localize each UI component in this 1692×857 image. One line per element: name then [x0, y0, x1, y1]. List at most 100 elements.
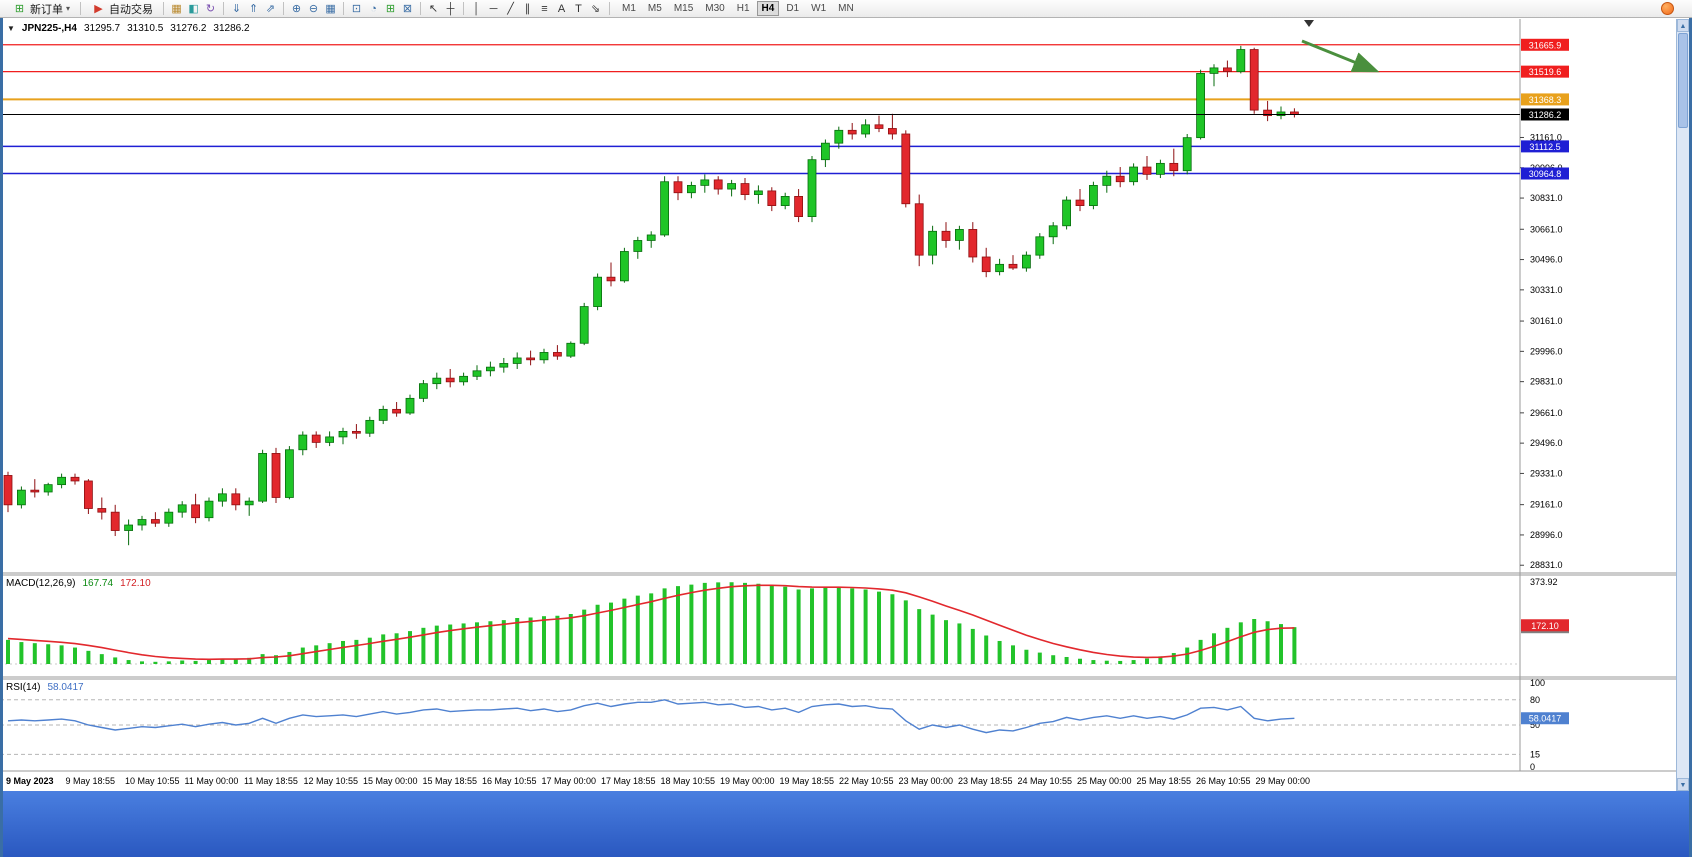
toolbar-separator: [609, 2, 611, 15]
timeframe-d1[interactable]: D1: [786, 3, 800, 14]
trend-mode-icon[interactable]: ⇗: [265, 2, 276, 15]
time-axis-label: 22 May 10:55: [839, 776, 894, 786]
timeframe-mn[interactable]: MN: [838, 3, 854, 14]
window-border-left: [0, 0, 3, 857]
timeframe-w1[interactable]: W1: [811, 3, 827, 14]
tile-windows-icon[interactable]: ▦: [325, 2, 336, 15]
scrollbar-thumb[interactable]: [1678, 33, 1688, 128]
vertical-scrollbar[interactable]: ▲ ▼: [1676, 19, 1689, 791]
autotrading-label: 自动交易: [109, 3, 154, 16]
time-axis-label: 29 May 00:00: [1255, 776, 1311, 786]
crosshair-icon[interactable]: ┼: [446, 2, 455, 15]
bottom-bar: [0, 791, 1692, 857]
text-label-icon[interactable]: T: [575, 2, 582, 15]
time-axis-label: 25 May 00:00: [1077, 776, 1132, 786]
time-axis[interactable]: 9 May 2023 9 May 18:55 10 May 10:55 11 May …: [0, 772, 1520, 791]
new-order-button[interactable]: ⊞ 新订单 ▾: [8, 1, 74, 17]
autotrading-button[interactable]: ▶ 自动交易: [87, 1, 157, 17]
svg-text:30661.0: 30661.0: [1530, 224, 1563, 234]
zoom-out-icon[interactable]: ⊖: [308, 2, 319, 15]
svg-text:15: 15: [1530, 749, 1540, 759]
text-icon[interactable]: A: [557, 2, 566, 15]
notification-icon[interactable]: [1661, 2, 1674, 15]
arrows-tool-icon[interactable]: ⇘: [590, 2, 601, 15]
svg-text:30831.0: 30831.0: [1530, 193, 1563, 203]
svg-text:29496.0: 29496.0: [1530, 438, 1563, 448]
time-axis-label: 11 May 18:55: [244, 776, 298, 786]
toolbar-separator: [80, 2, 82, 15]
macd-name: MACD(12,26,9): [6, 578, 76, 589]
chevron-down-icon: ▾: [66, 4, 71, 13]
horizontal-line-icon[interactable]: ─: [489, 2, 498, 15]
timeframe-m1[interactable]: M1: [622, 3, 636, 14]
svg-text:29831.0: 29831.0: [1530, 377, 1563, 387]
time-axis-label: 15 May 00:00: [363, 776, 418, 786]
toolbar: ⊞ 新订单 ▾ ▶ 自动交易 ▦ ◧ ↻ ⇓ ⇑ ⇗ ⊕ ⊖ ▦ ⊡ ◔ ⊞ ⊠ ↖ ┼ │ ─ ╱ ∥ ≡ A T ⇘ M…: [0, 0, 1692, 18]
svg-text:30964.8: 30964.8: [1529, 169, 1562, 179]
fibonacci-icon[interactable]: ≡: [541, 2, 548, 15]
vertical-line-icon[interactable]: │: [473, 2, 480, 15]
time-axis-label: 9 May 18:55: [65, 776, 116, 786]
macd-label: MACD(12,26,9) 167.74 172.10: [6, 578, 151, 589]
trendline-icon[interactable]: ╱: [507, 2, 514, 15]
toolbar-separator: [283, 2, 285, 15]
svg-text:31286.2: 31286.2: [1529, 110, 1562, 120]
new-order-label: 新订单: [30, 3, 63, 16]
macd-signal-value: 172.10: [120, 578, 151, 589]
svg-text:31161.0: 31161.0: [1530, 132, 1562, 142]
quotes-window-icon[interactable]: ◧: [188, 2, 199, 15]
svg-text:0: 0: [1530, 762, 1535, 772]
new-chart-icon[interactable]: ⊞: [385, 2, 396, 15]
ohlc-open: 31295.7: [83, 23, 121, 34]
timeframe-h4[interactable]: H4: [756, 1, 780, 16]
svg-text:29331.0: 29331.0: [1530, 468, 1563, 478]
toolbar-icon-groups: ▦ ◧ ↻ ⇓ ⇑ ⇗ ⊕ ⊖ ▦ ⊡ ◔ ⊞ ⊠ ↖ ┼ │ ─ ╱ ∥ ≡ A T ⇘: [160, 1, 603, 17]
charts-grid-icon[interactable]: ▦: [171, 2, 182, 15]
scroll-down-icon[interactable]: ▼: [1677, 778, 1689, 791]
time-axis-label: 18 May 10:55: [660, 776, 716, 786]
timeframe-h1[interactable]: H1: [736, 3, 750, 14]
scroll-up-icon[interactable]: ▲: [1677, 19, 1689, 32]
toolbar-separator: [420, 2, 422, 15]
period-clock-icon[interactable]: ◔: [370, 2, 377, 15]
time-axis-label: 24 May 10:55: [1017, 776, 1073, 786]
mail-icon[interactable]: ⊠: [402, 2, 413, 15]
svg-text:50: 50: [1530, 720, 1540, 730]
svg-text:30496.0: 30496.0: [1530, 255, 1563, 265]
svg-text:29661.0: 29661.0: [1530, 408, 1563, 418]
window-border-right: [1689, 0, 1692, 857]
svg-text:31665.9: 31665.9: [1529, 40, 1562, 50]
svg-text:29161.0: 29161.0: [1530, 500, 1563, 510]
svg-text:29996.0: 29996.0: [1530, 346, 1563, 356]
svg-text:31112.5: 31112.5: [1529, 142, 1560, 152]
rsi-value: 58.0417: [47, 682, 84, 693]
time-axis-label: 17 May 18:55: [601, 776, 656, 786]
timeframe-toolbar: M1 M5 M15 M30 H1 H4 D1 W1 MN: [616, 1, 860, 16]
channel-icon[interactable]: ∥: [524, 2, 531, 15]
cursor-icon[interactable]: ↖: [428, 2, 439, 15]
zoom-in-icon[interactable]: ⊕: [291, 2, 302, 15]
svg-text:58.0417: 58.0417: [1529, 714, 1562, 724]
ohlc-close: 31286.2: [213, 23, 250, 34]
rsi-label: RSI(14) 58.0417: [6, 682, 84, 693]
data-window-icon[interactable]: ⊡: [351, 2, 362, 15]
chart-area[interactable]: 31161.030996.030831.030661.030496.030331…: [0, 0, 1692, 791]
time-axis-label: 11 May 00:00: [184, 776, 239, 786]
toolbar-separator: [343, 2, 345, 15]
toolbar-separator: [223, 2, 225, 15]
timeframe-m15[interactable]: M15: [673, 3, 694, 14]
svg-text:172.10: 172.10: [1531, 621, 1559, 631]
sort-ascending-icon[interactable]: ⇑: [248, 2, 259, 15]
timeframe-m30[interactable]: M30: [705, 3, 725, 14]
toolbar-separator: [163, 2, 165, 15]
refresh-icon[interactable]: ↻: [205, 2, 216, 15]
time-axis-label: 10 May 10:55: [125, 776, 180, 786]
sort-descending-icon[interactable]: ⇓: [231, 2, 242, 15]
chart-symbol-header: ▼ JPN225-,H4 31295.7 31310.5 31276.2 312…: [7, 23, 250, 34]
autotrading-icon: ▶: [94, 2, 103, 15]
timeframe-m5[interactable]: M5: [647, 3, 662, 14]
collapse-arrow-icon[interactable]: ▼: [7, 24, 15, 33]
time-axis-label: 25 May 18:55: [1136, 776, 1192, 786]
ohlc-high: 31310.5: [127, 23, 164, 34]
